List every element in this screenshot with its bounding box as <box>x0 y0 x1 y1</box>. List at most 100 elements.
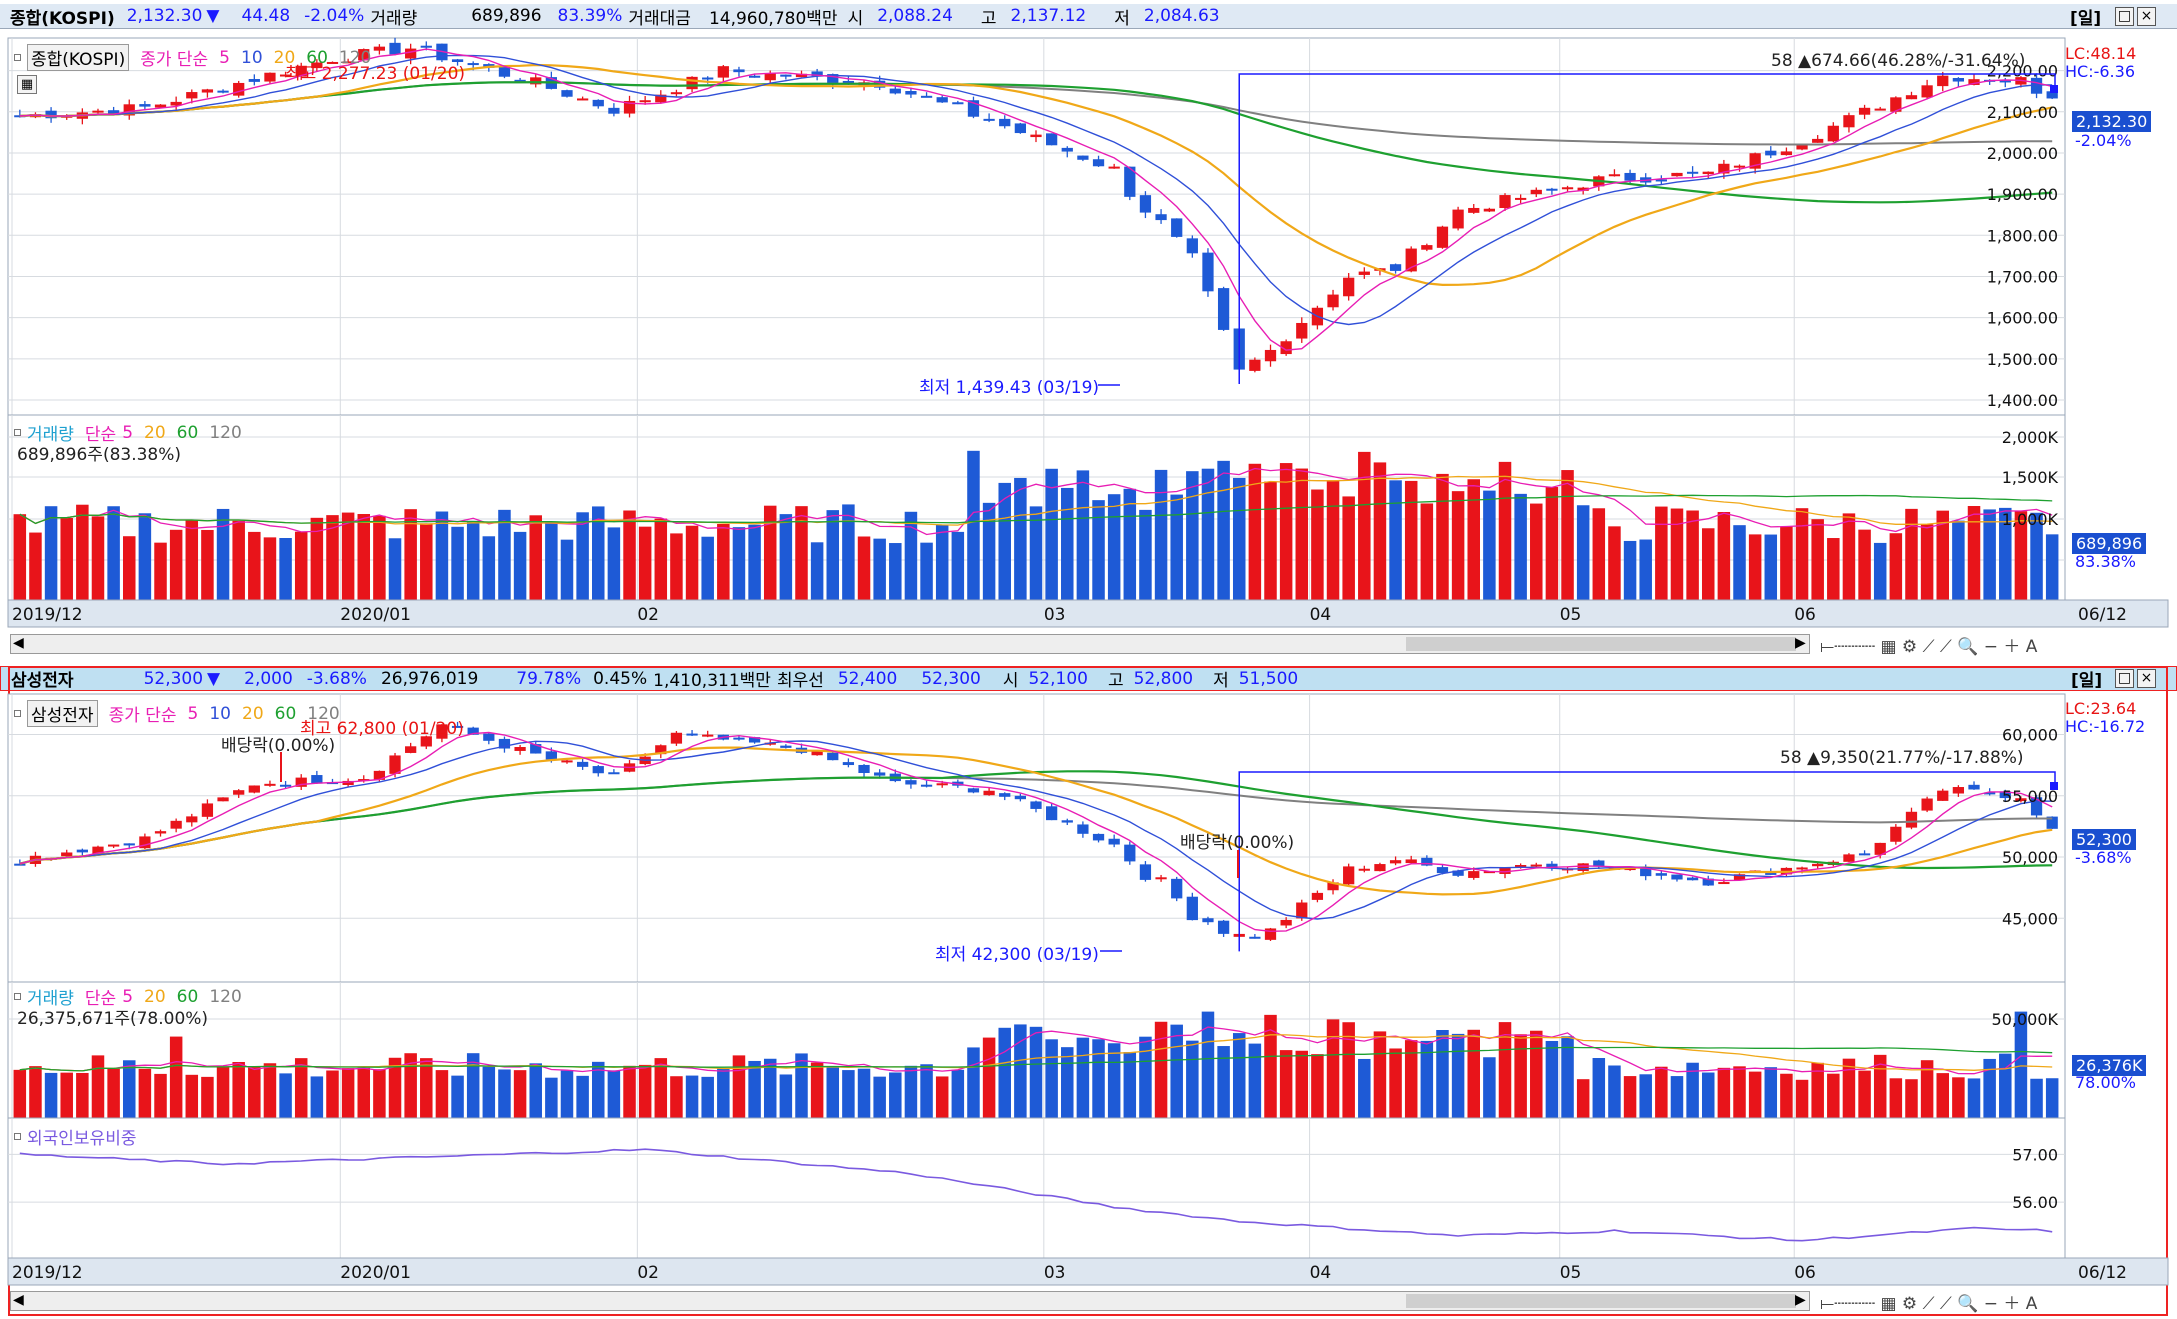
scroll-right-icon[interactable]: ▶ <box>1795 1292 1806 1308</box>
samsung-candle <box>1468 871 1480 878</box>
kospi-period[interactable]: [일] <box>2070 8 2102 29</box>
samsung-close-icon[interactable]: × <box>2137 669 2156 688</box>
samsung-candle <box>154 831 167 834</box>
kospi-vol-ma5 <box>19 467 2053 536</box>
scroll-left-icon[interactable]: ◀ <box>13 635 24 651</box>
samsung-candle <box>1530 864 1542 867</box>
samsung-candle <box>1483 871 1496 874</box>
legend-ma5: 5 <box>187 703 199 724</box>
kospi-price-panel <box>7 37 2066 416</box>
kospi-y-tick: 2,200.00 <box>1987 62 2058 81</box>
samsung-x-label: 04 <box>1310 1263 1332 1283</box>
kospi-vol-pct: 83.39% <box>557 6 623 26</box>
kospi-candle <box>920 95 933 98</box>
kospi-candle <box>889 88 901 94</box>
samsung-vol-bar <box>1686 1062 1699 1118</box>
samsung-high: 52,800 <box>1133 668 1194 689</box>
kospi-candle <box>186 92 198 99</box>
samsung-scrollbar[interactable]: ◀ ▶ <box>10 1291 1810 1311</box>
kospi-vol-bar <box>1780 526 1793 600</box>
samsung-vol-bar <box>795 1053 808 1118</box>
kospi-candle <box>1812 138 1824 143</box>
samsung-low-annotation: 최저 42,300 (03/19) <box>935 945 1099 965</box>
samsung-low-label: 저 <box>1213 671 1229 691</box>
samsung-candle <box>342 780 354 785</box>
kospi-x-label: 05 <box>1560 605 1582 625</box>
kospi-scroll-thumb[interactable] <box>1406 637 1796 651</box>
kospi-vol-bar <box>1858 529 1871 600</box>
kospi-vol-bar <box>607 527 621 600</box>
kospi-candle <box>358 49 370 61</box>
kospi-maximize-icon[interactable]: □ <box>2115 7 2134 26</box>
samsung-x-axis <box>7 1257 2169 1286</box>
kospi-scrollbar[interactable]: ◀ ▶ <box>10 634 1810 654</box>
kospi-y-tick: 1,900.00 <box>1987 185 2058 204</box>
samsung-vol-bar <box>1842 1058 1856 1118</box>
kospi-candle <box>1186 238 1198 254</box>
kospi-vol-bar <box>1514 493 1527 600</box>
kospi-price: 2,132.30 <box>126 6 203 26</box>
kospi-candle <box>1624 172 1636 181</box>
samsung-dividend-annotation-2: 배당락(0.00%) <box>1180 833 1295 853</box>
kospi-price-legend: 종합(KOSPI) 종가 단순 5 10 20 60 120 <box>14 44 382 71</box>
grid-icon[interactable]: ▦ <box>17 75 37 94</box>
kospi-candle <box>1030 134 1042 138</box>
kospi-vol-bar <box>1451 491 1465 600</box>
samsung-open: 52,100 <box>1028 668 1088 689</box>
samsung-name[interactable]: 삼성전자 <box>11 671 74 691</box>
kospi-vol-bar <box>263 537 277 600</box>
scroll-left-icon[interactable]: ◀ <box>13 1292 24 1308</box>
kospi-vol-bar <box>654 518 668 600</box>
samsung-toolbar-icons[interactable]: ⟝┄┄┄┄ ▦ ⚙ ⟋ ⟋ 🔍 − ＋ A <box>1820 1294 2038 1314</box>
legend-box-icon <box>14 1133 21 1140</box>
kospi-name[interactable]: 종합(KOSPI) <box>10 8 115 29</box>
samsung-candle <box>1874 842 1886 855</box>
kospi-x-label: 2020/01 <box>340 605 411 625</box>
kospi-candle <box>1296 322 1308 339</box>
legend-box-icon <box>14 54 21 61</box>
samsung-period[interactable]: [일] <box>2071 671 2103 691</box>
kospi-candle <box>764 73 776 81</box>
kospi-vol-info: 689,896주(83.38%) <box>17 445 182 465</box>
kospi-vol-bar <box>1326 480 1340 600</box>
samsung-vol-bar <box>1420 1040 1434 1118</box>
kospi-candle <box>1733 165 1746 168</box>
samsung-candle <box>905 780 917 785</box>
kospi-vol-bar <box>169 529 183 600</box>
samsung-vol-bar <box>1139 1036 1152 1118</box>
kospi-tag[interactable]: 종합(KOSPI) <box>27 44 130 71</box>
kospi-vol-bar <box>1530 503 1543 600</box>
kospi-candle <box>1655 179 1667 182</box>
kospi-close-icon[interactable]: × <box>2137 7 2156 26</box>
vol-legend-label: 거래량 <box>27 989 74 1009</box>
kospi-vol-bar <box>638 526 652 600</box>
vol-legend-120: 120 <box>209 422 242 443</box>
samsung-range-marker <box>2050 782 2058 790</box>
kospi-range-marker <box>2050 85 2058 93</box>
samsung-candle <box>483 733 495 741</box>
kospi-vol-bar <box>1279 463 1293 600</box>
scroll-right-icon[interactable]: ▶ <box>1795 635 1806 651</box>
samsung-candle <box>686 733 698 736</box>
samsung-maximize-icon[interactable]: □ <box>2115 669 2134 688</box>
samsung-vol-bar <box>1061 1047 1074 1118</box>
kospi-y-tick: 1,400.00 <box>1987 391 2058 410</box>
samsung-candle <box>764 742 776 745</box>
samsung-vol-bar <box>654 1058 668 1118</box>
kospi-candle <box>1561 187 1574 190</box>
kospi-toolbar-icons[interactable]: ⟝┄┄┄┄ ▦ ⚙ ⟋ ⟋ 🔍 − ＋ A <box>1820 637 2038 657</box>
samsung-candle <box>1436 867 1449 874</box>
samsung-candle <box>1124 844 1136 862</box>
samsung-vol-bar <box>1639 1074 1652 1118</box>
samsung-scroll-thumb[interactable] <box>1406 1294 1796 1308</box>
samsung-vol-bar <box>1999 1053 2012 1118</box>
kospi-candle <box>795 73 808 78</box>
samsung-tag[interactable]: 삼성전자 <box>27 700 98 727</box>
kospi-vol-bar <box>1186 471 1199 600</box>
samsung-arrow: ▼ <box>207 668 221 689</box>
samsung-x-label: 06 <box>1794 1263 1816 1283</box>
samsung-vol-bar <box>466 1053 480 1118</box>
kospi-y-tick: 2,000.00 <box>1987 144 2058 163</box>
kospi-candle <box>295 65 307 77</box>
kospi-vol-bar <box>1639 539 1652 600</box>
